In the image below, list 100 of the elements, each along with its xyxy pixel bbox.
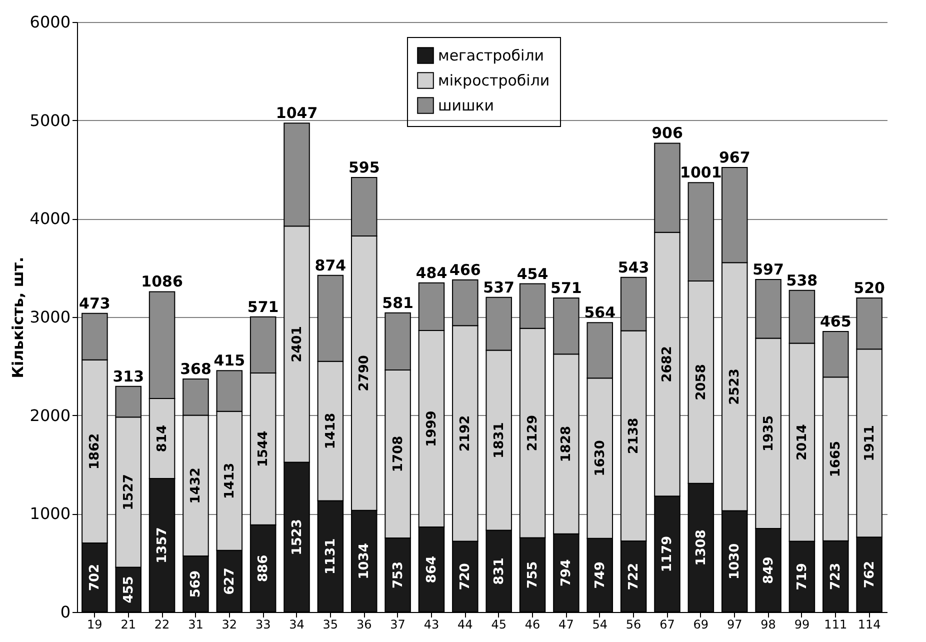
data-label: 1131 xyxy=(323,538,338,574)
x-tick-label: 35 xyxy=(322,618,338,632)
y-tick-label: 1000 xyxy=(30,504,70,524)
data-label: 1086 xyxy=(141,272,183,291)
legend-label: шишки xyxy=(438,96,494,114)
data-label: 906 xyxy=(652,124,683,142)
data-label: 1527 xyxy=(121,474,136,510)
y-tick-label: 5000 xyxy=(30,110,70,130)
data-label: 466 xyxy=(450,260,481,279)
data-label: 1831 xyxy=(492,422,507,458)
x-tick-label: 34 xyxy=(289,618,304,632)
data-label: 2014 xyxy=(794,424,810,460)
data-label: 831 xyxy=(492,558,507,585)
data-label: 753 xyxy=(390,561,406,589)
data-label: 1862 xyxy=(88,433,103,470)
data-label: 1432 xyxy=(188,468,204,504)
data-label: 415 xyxy=(214,352,246,370)
data-label: 313 xyxy=(112,367,144,386)
legend-label: мегастробіли xyxy=(438,46,544,64)
data-label: 1523 xyxy=(290,519,305,556)
data-label: 1999 xyxy=(424,410,440,447)
data-label: 1828 xyxy=(559,426,574,462)
data-label: 702 xyxy=(88,564,103,592)
x-tick-label: 47 xyxy=(558,618,574,632)
x-tick-label: 56 xyxy=(626,618,642,632)
data-label: 595 xyxy=(348,158,380,176)
data-label: 762 xyxy=(862,560,878,588)
x-tick-label: 22 xyxy=(154,618,170,632)
y-tick-label: 2000 xyxy=(30,406,70,425)
x-tick-label: 97 xyxy=(726,618,742,632)
x-tick-label: 33 xyxy=(255,618,271,632)
data-label: 1413 xyxy=(222,462,238,499)
data-label: 2138 xyxy=(626,418,642,454)
data-label: 454 xyxy=(516,264,548,283)
data-label: 719 xyxy=(794,563,810,590)
data-label: 465 xyxy=(820,312,852,330)
data-label: 1708 xyxy=(390,436,406,472)
legend-label: мікростробіли xyxy=(438,72,550,90)
data-label: 2523 xyxy=(728,368,743,405)
y-tick-label: 6000 xyxy=(30,12,70,32)
data-label: 723 xyxy=(828,562,844,590)
data-label: 1357 xyxy=(155,527,170,564)
data-label: 722 xyxy=(626,562,642,590)
data-label: 1034 xyxy=(357,543,372,580)
data-label: 520 xyxy=(854,279,885,298)
data-label: 1308 xyxy=(694,530,709,566)
data-label: 749 xyxy=(592,562,608,589)
data-label: 581 xyxy=(382,294,414,312)
data-label: 473 xyxy=(79,294,110,312)
data-label: 2129 xyxy=(526,414,541,452)
x-tick-label: 32 xyxy=(222,618,238,632)
data-label: 814 xyxy=(155,424,170,452)
data-label: 571 xyxy=(550,279,582,298)
data-label: 2058 xyxy=(694,364,709,400)
data-label: 720 xyxy=(458,563,474,590)
data-label: 1179 xyxy=(660,536,676,572)
data-label: 2192 xyxy=(458,415,474,452)
x-tick-label: 19 xyxy=(87,618,102,632)
data-label: 571 xyxy=(247,298,279,316)
x-tick-label: 114 xyxy=(858,618,881,632)
x-tick-label: 31 xyxy=(188,618,204,632)
data-label: 1665 xyxy=(828,440,844,478)
data-label: 794 xyxy=(559,559,574,587)
data-label: 2401 xyxy=(290,326,305,362)
x-tick-label: 45 xyxy=(491,618,506,632)
data-label: 538 xyxy=(786,271,818,290)
data-label: 864 xyxy=(424,556,440,584)
data-label: 569 xyxy=(188,570,204,598)
data-label: 1935 xyxy=(761,415,776,452)
data-label: 455 xyxy=(121,576,136,604)
x-tick-label: 46 xyxy=(524,618,540,632)
data-label: 2682 xyxy=(660,346,676,382)
x-tick-label: 44 xyxy=(458,618,473,632)
x-tick-label: 37 xyxy=(390,618,406,632)
data-label: 1911 xyxy=(862,425,878,462)
x-tick-label: 36 xyxy=(356,618,372,632)
data-label: 537 xyxy=(483,278,514,296)
data-label: 1047 xyxy=(276,104,318,122)
data-label: 1030 xyxy=(728,543,743,580)
data-label: 564 xyxy=(584,304,616,322)
data-label: 1418 xyxy=(323,412,338,450)
data-label: 1544 xyxy=(256,430,272,468)
y-tick-label: 3000 xyxy=(30,308,70,326)
x-tick-label: 54 xyxy=(592,618,608,632)
data-label: 627 xyxy=(222,568,238,595)
data-label: 484 xyxy=(416,264,448,282)
x-tick-label: 111 xyxy=(824,618,848,632)
x-tick-label: 67 xyxy=(660,618,675,632)
data-label: 755 xyxy=(526,561,541,588)
x-tick-label: 43 xyxy=(424,618,440,632)
x-tick-label: 69 xyxy=(693,618,709,632)
data-label: 874 xyxy=(314,256,346,274)
y-tick-label: 0 xyxy=(60,602,70,622)
data-label: 368 xyxy=(180,360,212,378)
data-label: 2790 xyxy=(357,355,372,392)
x-tick-label: 99 xyxy=(794,618,810,632)
y-axis-title: Кількість, шт. xyxy=(8,256,27,378)
data-label: 886 xyxy=(256,554,272,582)
data-label: 849 xyxy=(761,556,776,584)
y-tick-label: 4000 xyxy=(30,209,70,228)
